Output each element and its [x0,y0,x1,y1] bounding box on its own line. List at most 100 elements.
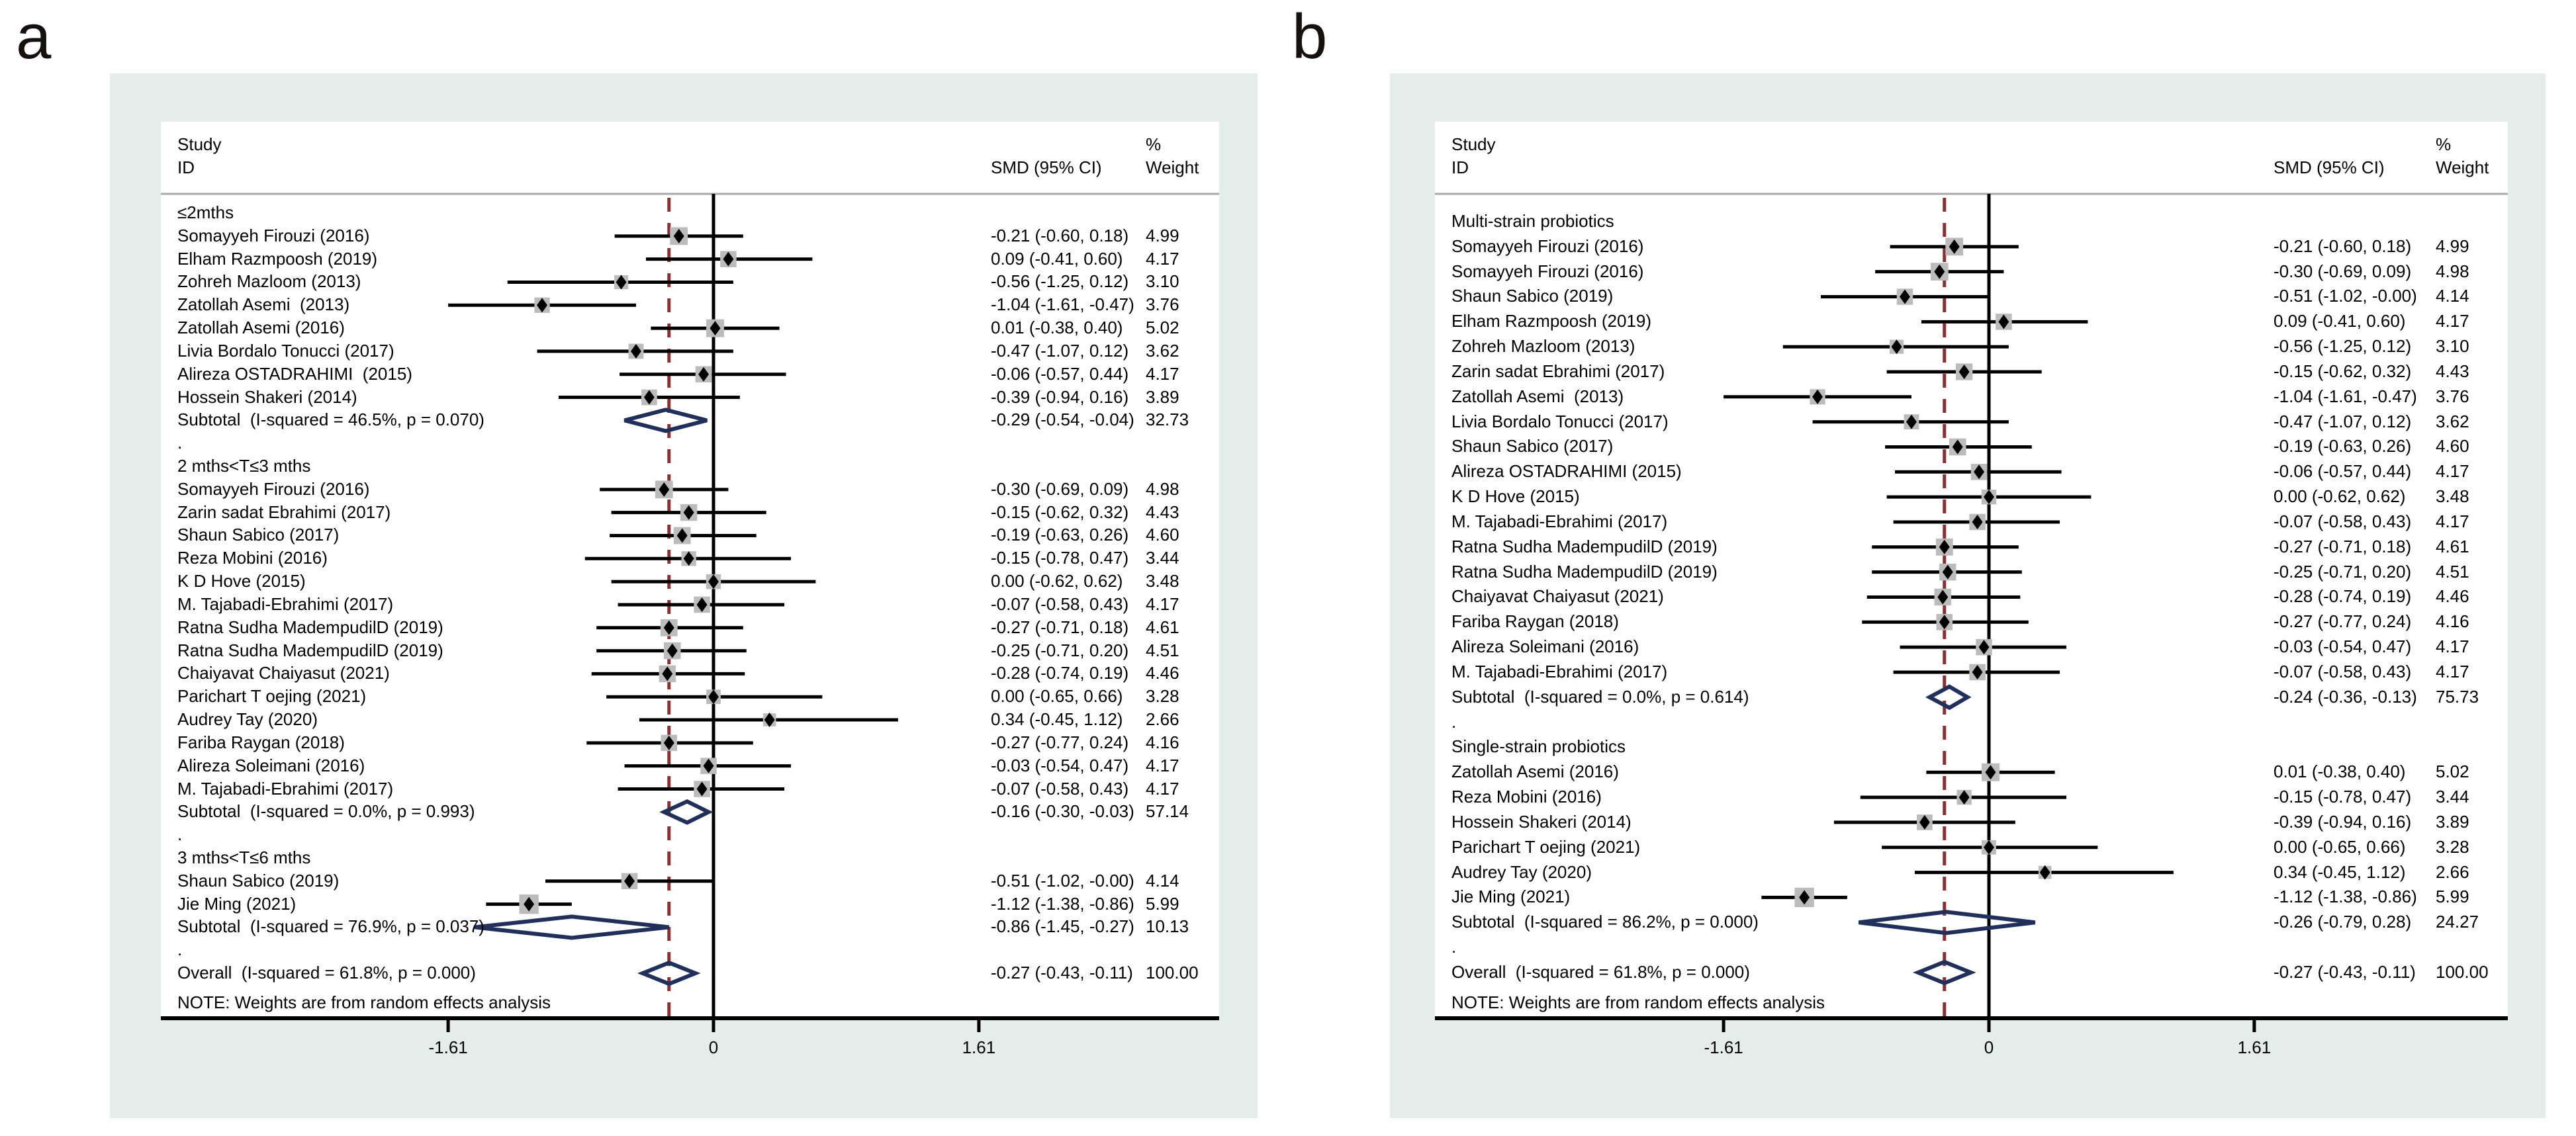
pooled-weight-text: 10.13 [1146,916,1189,937]
study-name: M. Tajabadi-Ebrahimi (2017) [177,778,394,799]
study-ci-text: 0.09 (-0.41, 0.60) [2274,311,2406,331]
study-weight-text: 4.17 [2436,311,2469,331]
study-weight-text: 4.99 [1146,225,1179,245]
point-estimate-marker [1891,339,1902,355]
point-estimate-marker [1942,564,1953,580]
study-name: Zatollah Asemi (2016) [1451,762,1619,782]
study-name: Somayyeh Firouzi (2016) [177,225,370,245]
study-name: Audrey Tay (2020) [177,709,318,730]
pooled-weight-text: 24.27 [2436,912,2479,932]
point-estimate-marker [676,528,688,543]
study-ci-text: 0.00 (-0.65, 0.66) [991,686,1123,707]
study-ci-text: -0.07 (-0.58, 0.43) [991,593,1129,614]
subtotal-label: Subtotal (I-squared = 76.9%, p = 0.037) [177,916,484,937]
study-ci-text: -0.27 (-0.71, 0.18) [991,617,1129,637]
pooled-weight-text: 75.73 [2436,686,2479,707]
study-weight-text: 4.60 [2436,436,2469,457]
group-header: ≤2mths [177,202,234,223]
study-ci-text: -0.30 (-0.69, 0.09) [2274,261,2412,281]
study-weight-text: 3.44 [2436,787,2469,807]
point-estimate-marker [524,896,535,912]
study-ci-text: -0.03 (-0.54, 0.47) [991,755,1129,775]
study-name: Shaun Sabico (2019) [1451,286,1614,306]
study-ci-text: -0.15 (-0.62, 0.32) [2274,361,2412,382]
study-ci-text: 0.00 (-0.62, 0.62) [991,571,1123,591]
overall-label: Overall (I-squared = 61.8%, p = 0.000) [177,963,476,983]
study-name: Somayyeh Firouzi (2016) [177,478,370,499]
column-header-study: Study [1451,134,1496,155]
study-name: Zatollah Asemi (2013) [177,294,350,315]
point-estimate-marker [663,620,674,635]
study-weight-text: 4.17 [2436,636,2469,657]
study-weight-text: 4.51 [2436,561,2469,582]
pooled-weight-text: 100.00 [2436,961,2489,982]
pooled-weight-text: 32.73 [1146,410,1189,430]
study-name: Somayyeh Firouzi (2016) [1451,236,1644,256]
point-estimate-marker [643,390,655,405]
study-ci-text: -0.21 (-0.60, 0.18) [991,225,1129,245]
study-ci-text: -0.27 (-0.77, 0.24) [991,732,1129,752]
study-name: Elham Razmpoosh (2019) [177,248,378,269]
study-weight-text: 3.28 [2436,836,2469,857]
study-ci-text: -0.15 (-0.78, 0.47) [991,548,1129,568]
study-weight-text: 4.99 [2436,236,2469,256]
figure-label-a: a [16,1,52,72]
column-header-id: ID [177,157,195,178]
point-estimate-marker [537,298,548,313]
study-name: Shaun Sabico (2017) [1451,436,1614,457]
study-name: Jie Ming (2021) [177,893,297,914]
study-weight-text: 4.51 [1146,640,1179,660]
study-weight-text: 4.17 [2436,461,2469,482]
point-estimate-marker [764,713,775,728]
pooled-ci-text: -0.24 (-0.36, -0.13) [2274,686,2417,707]
study-name: Hossein Shakeri (2014) [177,386,357,407]
spacer-dot: . [177,824,183,845]
point-estimate-marker [696,781,708,797]
study-weight-text: 4.98 [1146,478,1179,499]
study-weight-text: 3.62 [2436,411,2469,431]
study-ci-text: -0.56 (-1.25, 0.12) [2274,336,2412,357]
study-ci-text: 0.34 (-0.45, 1.12) [991,709,1123,730]
point-estimate-marker [1939,539,1950,554]
study-ci-text: -1.04 (-1.61, -0.47) [2274,386,2417,406]
overall-label: Overall (I-squared = 61.8%, p = 0.000) [1451,961,1750,982]
study-name: Livia Bordalo Tonucci (2017) [177,340,394,361]
study-name: Zarin sadat Ebrahimi (2017) [177,502,391,522]
study-name: Fariba Raygan (2018) [1451,611,1619,632]
study-ci-text: -1.04 (-1.61, -0.47) [991,294,1134,315]
spacer-dot: . [177,433,183,453]
subtotal-label: Subtotal (I-squared = 0.0%, p = 0.614) [1451,686,1749,707]
study-name: Zatollah Asemi (2013) [1451,386,1624,406]
study-ci-text: -0.51 (-1.02, -0.00) [2274,286,2417,306]
study-name: M. Tajabadi-Ebrahimi (2017) [177,593,394,614]
column-header-weight: Weight [2436,157,2489,178]
study-name: Shaun Sabico (2019) [177,870,340,891]
study-name: K D Hove (2015) [1451,486,1580,507]
study-name: Hossein Shakeri (2014) [1451,811,1632,832]
study-ci-text: -0.27 (-0.77, 0.24) [2274,611,2412,632]
study-weight-text: 5.99 [2436,887,2469,907]
axis-tick-label: -1.61 [428,1037,468,1058]
point-estimate-marker [696,597,708,612]
study-weight-text: 4.43 [2436,361,2469,382]
point-estimate-marker [1974,464,1985,480]
study-ci-text: -0.39 (-0.94, 0.16) [991,386,1129,407]
point-estimate-marker [1900,289,1911,304]
point-estimate-marker [1972,664,1983,679]
pooled-ci-text: -0.86 (-1.45, -0.27) [991,916,1134,937]
axis-tick-label: 0 [708,1037,719,1058]
point-estimate-marker [673,228,684,243]
study-weight-text: 4.61 [2436,536,2469,556]
study-ci-text: -0.15 (-0.62, 0.32) [991,502,1129,522]
study-weight-text: 4.17 [2436,511,2469,532]
point-estimate-marker [1984,840,1994,855]
study-ci-text: -0.25 (-0.71, 0.20) [2274,561,2412,582]
study-name: Elham Razmpoosh (2019) [1451,311,1652,331]
point-estimate-marker [698,367,710,382]
study-name: Ratna Sudha MadempudilD (2019) [177,617,443,637]
subtotal-diamond [623,408,708,433]
note-text: NOTE: Weights are from random effects an… [177,992,551,1013]
study-name: Reza Mobini (2016) [177,548,328,568]
study-weight-text: 4.17 [1146,248,1179,269]
group-header: Multi-strain probiotics [1451,211,1614,232]
